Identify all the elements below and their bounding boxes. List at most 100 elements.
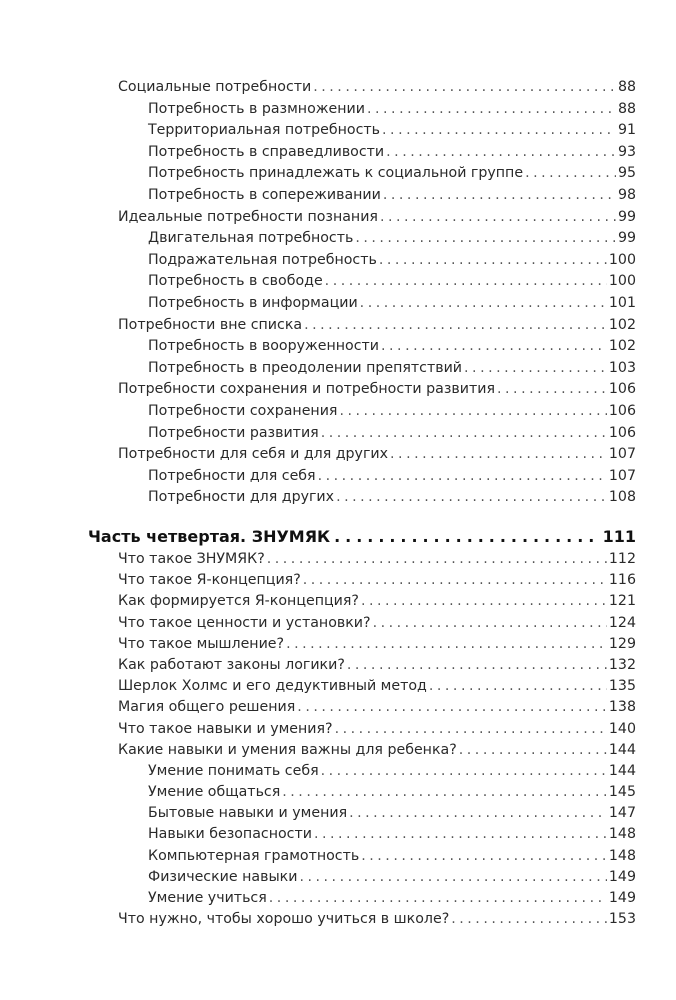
dot-leader: [361, 846, 607, 867]
dot-leader: [361, 591, 607, 612]
entry-title: Потребность в размножении: [148, 100, 365, 117]
entry-page-number: 106: [608, 424, 636, 441]
dot-leader: [459, 740, 607, 761]
entry-title: Потребность в преодолении препятствий: [148, 359, 463, 376]
toc-subentry[interactable]: Умение учиться 149: [88, 888, 636, 909]
entry-page-number: 99: [617, 230, 636, 247]
dot-leader: [497, 379, 607, 401]
toc-subentry[interactable]: Потребности для других 108: [88, 487, 636, 509]
toc-subentry[interactable]: Потребность в информации 101: [88, 293, 636, 315]
toc-subentry[interactable]: Потребность в преодолении препятствий 103: [88, 358, 636, 380]
entry-page-number: 102: [608, 338, 636, 355]
entry-title: Социальные потребности: [118, 79, 312, 95]
dot-leader: [267, 549, 607, 570]
entry-title: Как работают законы логики?: [118, 656, 345, 673]
entry-page-number: 121: [608, 593, 636, 610]
toc-entry[interactable]: Какие навыки и умения важны для ребенка?…: [88, 740, 636, 761]
entry-title: Навыки безопасности: [148, 826, 312, 843]
toc-subentry[interactable]: Бытовые навыки и умения 147: [88, 803, 636, 824]
toc-subentry[interactable]: Потребность в вооруженности 102: [88, 336, 636, 358]
entry-page-number: 144: [608, 741, 636, 758]
entry-title: Какие навыки и умения важны для ребенка?: [118, 741, 457, 758]
entry-title: Потребности для себя: [148, 467, 316, 484]
entry-page-number: 138: [608, 699, 636, 716]
entry-title: Идеальные потребности познания: [118, 208, 378, 225]
entry-title: Что такое мышление?: [118, 635, 285, 652]
entry-title: Потребность в справедливости: [148, 143, 385, 160]
entry-title: Потребности для себя и для других: [118, 446, 389, 463]
toc-entry[interactable]: Что нужно, чтобы хорошо учиться в школе?…: [88, 909, 636, 930]
toc-subentry[interactable]: Территориальная потребность 91: [88, 120, 636, 142]
entry-page-number: 100: [608, 251, 636, 268]
entry-page-number: 88: [617, 100, 636, 117]
entry-title: Шерлок Холмс и его дедуктивный метод: [118, 678, 427, 695]
toc-subentry[interactable]: Потребность в сопереживании 98: [88, 185, 636, 207]
toc-entry[interactable]: Что такое ценности и установки? 124: [88, 613, 636, 634]
entry-title: Потребности сохранения и потребности раз…: [118, 381, 496, 398]
toc-entry[interactable]: Идеальные потребности познания 99: [88, 207, 636, 229]
toc-entry[interactable]: Шерлок Холмс и его дедуктивный метод 135: [88, 676, 636, 697]
toc-subentry[interactable]: Потребности сохранения 106: [88, 401, 636, 423]
dot-leader: [321, 423, 607, 445]
dot-leader: [381, 336, 607, 358]
entry-page-number: 99: [617, 208, 636, 225]
entry-title: Что такое ЗНУМЯК?: [118, 551, 265, 567]
entry-title: Потребность в свободе: [148, 273, 323, 290]
toc-subentry[interactable]: Потребность в свободе 100: [88, 271, 636, 293]
dot-leader: [334, 525, 598, 549]
entry-title: Потребность принадлежать к социальной гр…: [148, 165, 524, 182]
dot-leader: [383, 185, 616, 207]
entry-page-number: 148: [608, 847, 636, 864]
dot-leader: [325, 271, 607, 293]
entry-page-number: 116: [608, 572, 636, 589]
toc-subentry[interactable]: Потребность принадлежать к социальной гр…: [88, 163, 636, 185]
toc-entry[interactable]: Как формируется Я-концепция? 121: [88, 591, 636, 612]
toc-subentry[interactable]: Потребность в размножении 88: [88, 99, 636, 121]
toc-subentry[interactable]: Навыки безопасности 148: [88, 824, 636, 845]
entry-title: Что такое навыки и умения?: [118, 720, 333, 737]
entry-page-number: 100: [608, 273, 636, 290]
toc-subentry[interactable]: Умение общаться 145: [88, 782, 636, 803]
toc-subentry[interactable]: Умение понимать себя 144: [88, 761, 636, 782]
toc-section-znumyak: Что такое ЗНУМЯК? 112 Что такое Я-концепци…: [88, 549, 636, 930]
entry-page-number: 107: [608, 446, 636, 463]
entry-page-number: 149: [608, 890, 636, 906]
toc-entry[interactable]: Как работают законы логики? 132: [88, 655, 636, 676]
toc-subentry[interactable]: Потребности для себя 107: [88, 466, 636, 488]
dot-leader: [304, 315, 607, 337]
toc-subentry[interactable]: Потребности развития 106: [88, 423, 636, 445]
toc-subentry[interactable]: Подражательная потребность 100: [88, 250, 636, 272]
dot-leader: [321, 761, 607, 782]
toc-entry[interactable]: Потребности сохранения и потребности раз…: [88, 379, 636, 401]
dot-leader: [464, 358, 607, 380]
dot-leader: [297, 697, 607, 718]
toc-entry[interactable]: Что такое навыки и умения? 140: [88, 719, 636, 740]
toc-entry[interactable]: Что такое Я-концепция? 116: [88, 570, 636, 591]
entry-page-number: 129: [608, 635, 636, 652]
toc-part-heading[interactable]: Часть четвертая. ЗНУМЯК 111: [88, 525, 636, 549]
entry-page-number: 106: [608, 402, 636, 419]
dot-leader: [429, 676, 607, 697]
dot-leader: [373, 613, 607, 634]
entry-title: Потребности сохранения: [148, 402, 338, 419]
entry-page-number: 148: [608, 826, 636, 843]
toc-subentry[interactable]: Физические навыки 149: [88, 867, 636, 888]
toc-subentry[interactable]: Потребность в справедливости 93: [88, 142, 636, 164]
toc-entry[interactable]: Потребности вне списка 102: [88, 315, 636, 337]
toc-entry[interactable]: Что такое ЗНУМЯК? 112: [88, 549, 636, 570]
toc-entry[interactable]: Магия общего решения 138: [88, 697, 636, 718]
entry-title: Что такое ценности и установки?: [118, 614, 371, 631]
dot-leader: [451, 909, 607, 930]
dot-leader: [380, 207, 616, 229]
entry-page-number: 144: [608, 762, 636, 779]
toc-subentry[interactable]: Компьютерная грамотность 148: [88, 846, 636, 867]
dot-leader: [282, 782, 607, 803]
dot-leader: [379, 250, 607, 272]
toc-entry[interactable]: Социальные потребности 88: [88, 77, 636, 99]
entry-page-number: 103: [608, 359, 636, 376]
dot-leader: [382, 120, 616, 142]
toc-entry[interactable]: Потребности для себя и для других 107: [88, 444, 636, 466]
toc-entry[interactable]: Что такое мышление? 129: [88, 634, 636, 655]
entry-page-number: 91: [617, 122, 636, 139]
toc-subentry[interactable]: Двигательная потребность 99: [88, 228, 636, 250]
